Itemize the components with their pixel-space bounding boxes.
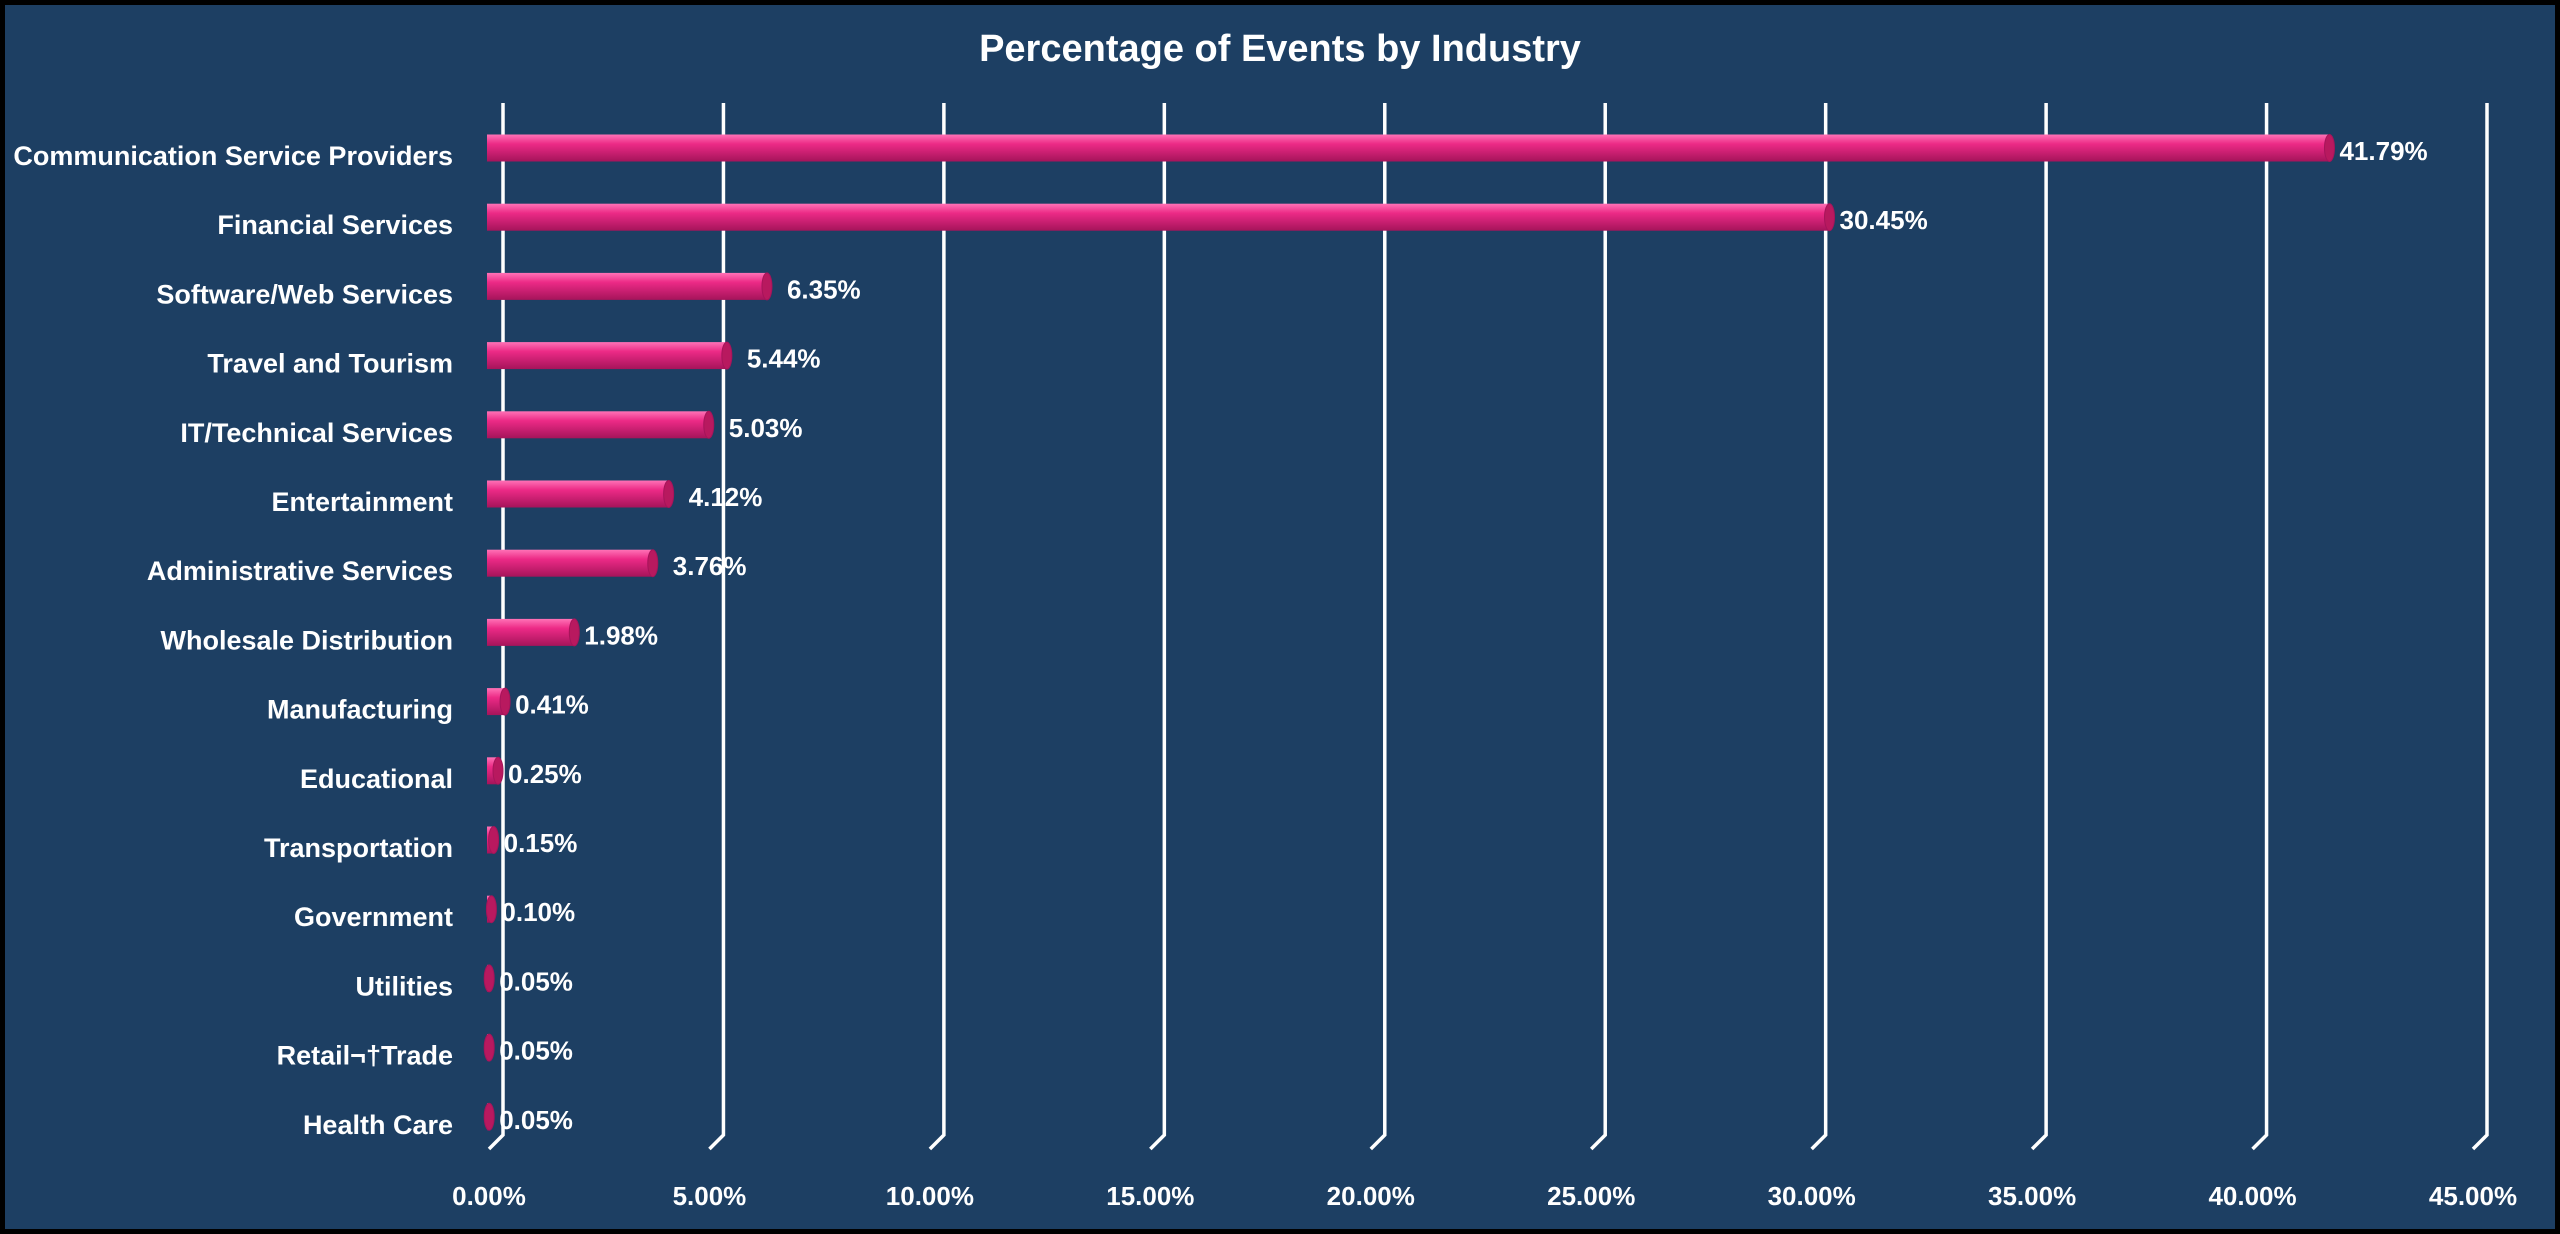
data-label: 6.35% bbox=[787, 274, 861, 304]
bar-end-cap bbox=[721, 341, 733, 370]
data-label: 5.44% bbox=[747, 344, 821, 374]
category-label: Communication Service Providers bbox=[13, 141, 453, 171]
bar-body bbox=[487, 411, 709, 439]
bar-end-cap bbox=[483, 1033, 495, 1062]
bar-body bbox=[487, 203, 1830, 231]
bar-body bbox=[487, 549, 653, 577]
category-label: Software/Web Services bbox=[156, 279, 453, 309]
category-label: Financial Services bbox=[217, 210, 453, 240]
category-label: IT/Technical Services bbox=[180, 418, 453, 448]
gridline bbox=[928, 103, 946, 1151]
x-tick-label: 35.00% bbox=[1988, 1181, 2076, 1211]
data-label: 0.05% bbox=[499, 1105, 573, 1135]
bar-end-cap bbox=[2323, 134, 2335, 162]
category-label: Administrative Services bbox=[147, 556, 453, 586]
data-label: 4.12% bbox=[689, 482, 763, 512]
bar-body bbox=[487, 618, 575, 646]
bar bbox=[487, 618, 580, 647]
bar bbox=[487, 272, 773, 301]
bar bbox=[487, 826, 500, 854]
data-label: 5.03% bbox=[729, 413, 803, 443]
bar bbox=[485, 895, 497, 924]
x-tick-label: 45.00% bbox=[2429, 1181, 2517, 1211]
bar-end-cap bbox=[568, 618, 580, 647]
bar-end-cap bbox=[483, 964, 495, 993]
bar-end-cap bbox=[663, 480, 675, 508]
bar bbox=[487, 549, 659, 578]
bar-end-cap bbox=[488, 826, 500, 854]
bar-body bbox=[487, 272, 767, 300]
x-tick-label: 25.00% bbox=[1547, 1181, 1635, 1211]
gridlines bbox=[487, 103, 2489, 1151]
x-tick-label: 40.00% bbox=[2208, 1181, 2296, 1211]
gridline bbox=[2471, 103, 2489, 1151]
x-tick-label: 5.00% bbox=[673, 1181, 747, 1211]
data-labels: 41.79% 30.45% 6.35% 5.44% 5.03% 4.12% 3.76% 1.9… bbox=[499, 136, 2427, 1135]
data-label: 0.15% bbox=[504, 828, 578, 858]
bar-end-cap bbox=[492, 756, 504, 785]
bar-body bbox=[487, 480, 669, 508]
x-tick-label: 15.00% bbox=[1106, 1181, 1194, 1211]
gridline bbox=[487, 103, 505, 1151]
category-label: Manufacturing bbox=[267, 695, 453, 725]
gridline bbox=[1589, 103, 1607, 1151]
category-label: Utilities bbox=[355, 971, 453, 1001]
data-label: 1.98% bbox=[584, 620, 658, 650]
bar-end-cap bbox=[703, 410, 715, 439]
gridline bbox=[2251, 103, 2269, 1151]
category-label: Retail¬†Trade bbox=[277, 1041, 453, 1071]
category-label: Entertainment bbox=[271, 487, 453, 517]
data-label: 0.41% bbox=[515, 690, 589, 720]
data-label: 30.45% bbox=[1840, 205, 1928, 235]
bar bbox=[487, 480, 675, 508]
category-label: Government bbox=[294, 902, 453, 932]
bar-end-cap bbox=[483, 1102, 495, 1131]
bar bbox=[487, 203, 1836, 232]
x-tick-label: 10.00% bbox=[886, 1181, 974, 1211]
bar bbox=[487, 341, 733, 370]
bar-body bbox=[487, 342, 727, 370]
bar bbox=[483, 1102, 495, 1131]
bar bbox=[483, 1033, 495, 1062]
bar bbox=[487, 134, 2335, 162]
bar-body bbox=[487, 134, 2330, 162]
bar-body bbox=[487, 757, 499, 785]
gridline bbox=[2030, 103, 2048, 1151]
gridline bbox=[1149, 103, 1167, 1151]
category-label: Wholesale Distribution bbox=[160, 625, 453, 655]
bar bbox=[483, 964, 495, 993]
bars bbox=[483, 134, 2335, 1131]
category-label: Health Care bbox=[303, 1110, 453, 1140]
data-label: 0.25% bbox=[508, 759, 582, 789]
gridline bbox=[1810, 103, 1828, 1151]
data-label: 0.10% bbox=[501, 897, 575, 927]
x-axis: 0.00% 5.00% 10.00% 15.00% 20.00% 25.00% 30.00%… bbox=[452, 1181, 2517, 1211]
gridline bbox=[708, 103, 726, 1151]
data-label: 3.76% bbox=[673, 551, 747, 581]
x-tick-label: 30.00% bbox=[1768, 1181, 1856, 1211]
data-label: 41.79% bbox=[2339, 136, 2427, 166]
bar-end-cap bbox=[499, 687, 511, 716]
data-label: 0.05% bbox=[499, 966, 573, 996]
bar-end-cap bbox=[485, 895, 497, 924]
x-tick-label: 0.00% bbox=[452, 1181, 526, 1211]
bar bbox=[487, 410, 715, 439]
chart-title: Percentage of Events by Industry bbox=[979, 28, 1581, 70]
bar-chart: Percentage of Events by Industry 0.00% 5.… bbox=[5, 5, 2555, 1229]
category-label: Travel and Tourism bbox=[207, 349, 453, 379]
bar bbox=[487, 687, 511, 716]
category-label: Transportation bbox=[264, 833, 453, 863]
gridline bbox=[1369, 103, 1387, 1151]
bar-end-cap bbox=[647, 549, 659, 578]
data-label: 0.05% bbox=[499, 1036, 573, 1066]
category-label: Educational bbox=[300, 764, 453, 794]
bar bbox=[487, 756, 504, 785]
x-tick-label: 20.00% bbox=[1327, 1181, 1415, 1211]
bar-end-cap bbox=[1824, 203, 1836, 232]
bar-end-cap bbox=[761, 272, 773, 301]
category-axis: Communication Service Providers Financial… bbox=[13, 141, 453, 1140]
